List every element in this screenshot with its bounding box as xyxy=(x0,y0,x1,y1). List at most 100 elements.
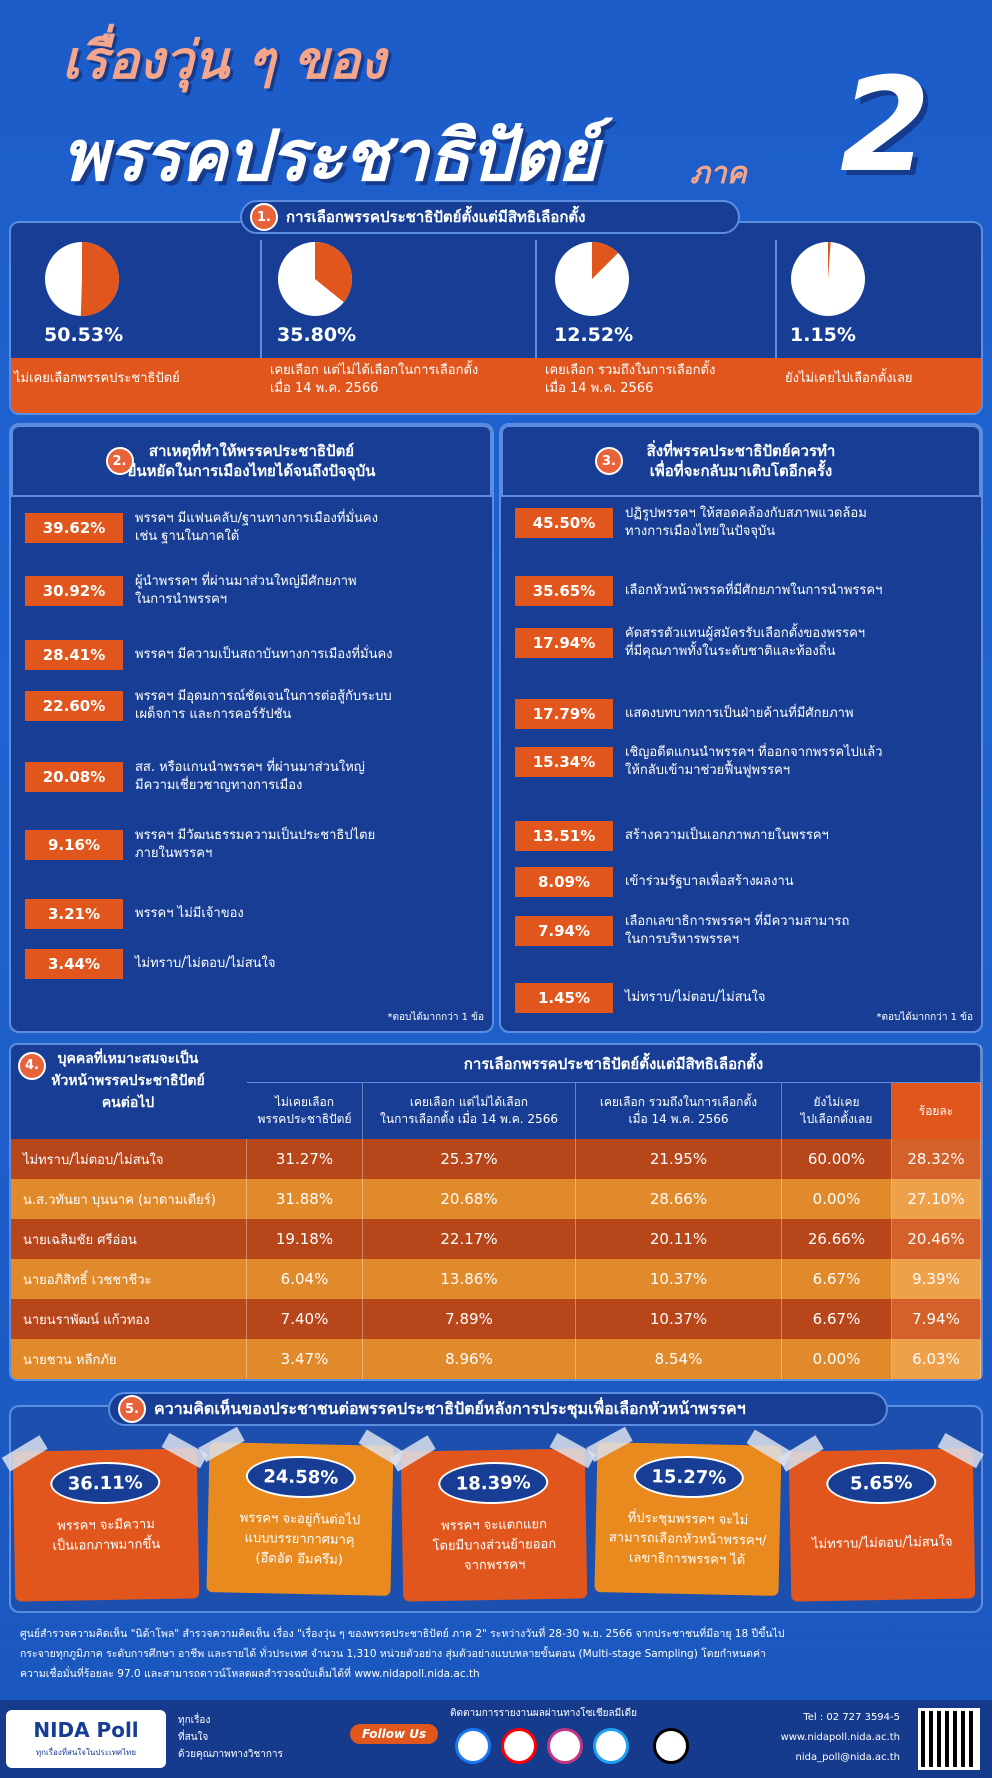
item-text-line: ให้กลับเข้ามาช่วยฟื้นฟูพรรคฯ xyxy=(625,763,791,778)
row-name: ไม่ทราบ/ไม่ตอบ/ไม่สนใจ xyxy=(13,1139,247,1179)
item-text-line: เลือกหัวหน้าพรรคที่มีศักยภาพในการนำพรรคฯ xyxy=(625,583,883,598)
section-title: สาเหตุที่ทำให้พรรคประชาธิปัตย์ ยืนหยัดในก… xyxy=(128,441,376,481)
social-caption: ติดตามการรายงานผลผ่านทางโซเชียลมีเดีย xyxy=(450,1708,638,1719)
cell: 22.17% xyxy=(363,1219,576,1259)
card-text: ที่ประชุมพรรคฯ จะไม่ สามารถเลือกหัวหน้าพร… xyxy=(595,1508,780,1572)
pie-slice xyxy=(592,242,619,279)
logo-text: NIDA Poll xyxy=(33,1718,139,1742)
item-text: ปฏิรูปพรรคฯ ให้สอดคล้องกับสภาพแวดล้อม ทาง… xyxy=(625,505,867,541)
cell: 19.18% xyxy=(247,1219,363,1259)
item-text-line: ที่มีคุณภาพทั้งในระดับชาติและท้องถิ่น xyxy=(625,644,836,659)
contact-line: www.nidapoll.nida.ac.th xyxy=(780,1732,900,1743)
footer: NIDA Poll ทุกเรื่องที่สนใจในประเทศไทย ทุกเ… xyxy=(0,1700,992,1778)
cell: 28.66% xyxy=(576,1179,782,1219)
slogan: ทุกเรื่อง ที่สนใจ ด้วยคุณภาพทางวิชาการ xyxy=(178,1712,283,1763)
pie xyxy=(555,242,629,316)
item-label: เคยเลือก แต่ไม่ได้เลือกในการเลือกตั้ง เมื… xyxy=(270,362,478,398)
pie xyxy=(791,242,865,316)
item-text: ผู้นำพรรคฯ ที่ผ่านมาส่วนใหญ่มีศักยภาพ ในก… xyxy=(135,573,357,609)
section-number: 2. xyxy=(105,447,134,475)
row-name: นายเฉลิมชัย ศรีอ่อน xyxy=(13,1219,247,1259)
cell: 6.67% xyxy=(782,1259,892,1299)
item-text: เลือกเลขาธิการพรรคฯ ที่มีความสามารถ ในการ… xyxy=(625,913,849,949)
item-text-line: เข้าร่วมรัฐบาลเพื่อสร้างผลงาน xyxy=(625,874,794,889)
row-bg xyxy=(11,1299,981,1339)
percent: 15.27% xyxy=(633,1454,745,1500)
follow-us: Follow Us xyxy=(350,1724,439,1744)
section-title: การเลือกพรรคประชาธิปัตย์ตั้งแต่มีสิทธิเล… xyxy=(286,208,586,226)
footnote-line: ศูนย์สำรวจความคิดเห็น "นิด้าโพล" สำรวจคว… xyxy=(20,1628,785,1640)
section-title: สิ่งที่พรรคประชาธิปัตย์ควรทำ เพื่อที่จะกล… xyxy=(647,441,836,481)
table-title-line: คนต่อไป xyxy=(101,1095,155,1111)
percent: 35.65% xyxy=(515,576,613,606)
card-text-line: สามารถเลือกหัวหน้าพรรคฯ/ xyxy=(608,1530,767,1549)
column-header: ยังไม่เคย ไปเลือกตั้งเลย xyxy=(782,1083,892,1139)
card: 24.58% พรรคฯ จะอยู่กันต่อไป แบบบรรยากาศมาค… xyxy=(198,1426,405,1596)
section-header: 3. สิ่งที่พรรคประชาธิปัตย์ควรทำ เพื่อที่จะ… xyxy=(501,425,981,497)
card-text-line: (อึดอัด อึมครึม) xyxy=(255,1551,344,1568)
title-part-number: 2 xyxy=(840,49,931,201)
column-header-line: ยังไม่เคย xyxy=(813,1095,860,1109)
column-header-line: เมื่อ 14 พ.ค. 2566 xyxy=(628,1112,729,1126)
qr-code xyxy=(918,1708,980,1770)
pie-slice xyxy=(315,242,352,303)
item-text-line: ไม่ทราบ/ไม่ตอบ/ไม่สนใจ xyxy=(625,990,766,1005)
slogan-line: ด้วยคุณภาพทางวิชาการ xyxy=(178,1749,283,1760)
table-title-line: บุคคลที่เหมาะสมจะเป็น xyxy=(57,1051,199,1067)
title-line1: เรื่องวุ่น ๆ ของ xyxy=(62,31,386,91)
social-icon xyxy=(455,1728,491,1764)
percent: 22.60% xyxy=(25,691,123,721)
divider xyxy=(535,240,537,358)
cell: 21.95% xyxy=(576,1139,782,1179)
percent: 7.94% xyxy=(515,916,613,946)
card-text: ไม่ทราบ/ไม่ตอบ/ไม่สนใจ xyxy=(790,1532,974,1555)
column-header: เคยเลือก รวมถึงในการเลือกตั้ง เมื่อ 14 พ.… xyxy=(576,1083,782,1139)
section-title: ความคิดเห็นของประชาชนต่อพรรคประชาธิปัตย์… xyxy=(154,1398,746,1418)
section-number: 5. xyxy=(118,1395,146,1423)
cell: 7.94% xyxy=(892,1299,981,1339)
item-text: พรรคฯ มีวัฒนธรรมความเป็นประชาธิปไตย ภายใน… xyxy=(135,827,375,863)
cell: 8.54% xyxy=(576,1339,782,1379)
item-label-line: เคยเลือก รวมถึงในการเลือกตั้ง xyxy=(545,363,716,378)
row-bg xyxy=(11,1139,981,1179)
item-text-line: ไม่ทราบ/ไม่ตอบ/ไม่สนใจ xyxy=(135,956,276,971)
cell: 6.67% xyxy=(782,1299,892,1339)
item-text-line: เช่น ฐานในภาคใต้ xyxy=(135,529,240,544)
section-title-line: เพื่อที่จะกลับมาเติบโตอีกครั้ง xyxy=(649,462,833,480)
item-text: พรรคฯ มีแฟนคลับ/ฐานทางการเมืองที่มั่นคงเ… xyxy=(135,510,378,546)
footnote-line: กระจายทุกภูมิภาค ระดับการศึกษา อาชีพ และ… xyxy=(20,1648,766,1660)
percent: 3.21% xyxy=(25,899,123,929)
item-text-line: พรรคฯ มีความเป็นสถาบันทางการเมืองที่มั่น… xyxy=(135,647,393,662)
item-text: ไม่ทราบ/ไม่ตอบ/ไม่สนใจ xyxy=(135,955,275,973)
item-text-line: ทางการเมืองไทยในปัจจุบัน xyxy=(625,524,776,539)
cell: 3.47% xyxy=(247,1339,363,1379)
social-icon xyxy=(501,1728,537,1764)
footnote-line: ความเชื่อมั่นที่ร้อยละ 97.0 และสามารถดาว… xyxy=(20,1668,480,1680)
logo: NIDA Poll ทุกเรื่องที่สนใจในประเทศไทย xyxy=(6,1710,166,1768)
item-text-line: เผด็จการ และการคอร์รัปชัน xyxy=(135,707,292,722)
contact-line: Tel : 02 727 3594-5 xyxy=(803,1712,900,1723)
item-text-line: ในการนำพรรคฯ xyxy=(135,592,228,607)
item-text: เชิญอดีตแกนนำพรรคฯ ที่ออกจากพรรคไปแล้วให… xyxy=(625,744,883,780)
percent: 45.50% xyxy=(515,508,613,538)
logo-sub: ทุกเรื่องที่สนใจในประเทศไทย xyxy=(35,1748,137,1757)
percent: 36.11% xyxy=(49,1461,161,1505)
cell: 7.40% xyxy=(247,1299,363,1339)
item-text-line: เชิญอดีตแกนนำพรรคฯ ที่ออกจากพรรคไปแล้ว xyxy=(625,745,883,760)
percent: 30.92% xyxy=(25,576,123,606)
item-text: เลือกหัวหน้าพรรคที่มีศักยภาพในการนำพรรคฯ xyxy=(625,582,882,600)
cell: 20.11% xyxy=(576,1219,782,1259)
item-text-line: พรรคฯ มีอุดมการณ์ชัดเจนในการต่อสู้กับระบ… xyxy=(135,689,392,704)
item-label-line: ยังไม่เคยไปเลือกตั้งเลย xyxy=(785,371,913,386)
card: 36.11% พรรคฯ จะมีความ เป็นเอกภาพมากขึ้น xyxy=(1,1432,208,1602)
cell: 6.04% xyxy=(247,1259,363,1299)
item-text-line: พรรคฯ ไม่มีเจ้าของ xyxy=(135,906,244,921)
item-text-line: แสดงบทบาทการเป็นฝ่ายค้านที่มีศักยภาพ xyxy=(625,706,854,721)
card-text: พรรคฯ จะมีความ เป็นเอกภาพมากขึ้น xyxy=(14,1514,199,1557)
item-text: คัดสรรตัวแทนผู้สมัครรับเลือกตั้งของพรรคฯ… xyxy=(625,625,865,661)
cell: 6.03% xyxy=(892,1339,981,1379)
cell: 26.66% xyxy=(782,1219,892,1259)
item-text: พรรคฯ มีความเป็นสถาบันทางการเมืองที่มั่น… xyxy=(135,646,393,664)
section-header: 1. การเลือกพรรคประชาธิปัตย์ตั้งแต่มีสิทธิ… xyxy=(240,200,740,234)
cell: 13.86% xyxy=(363,1259,576,1299)
